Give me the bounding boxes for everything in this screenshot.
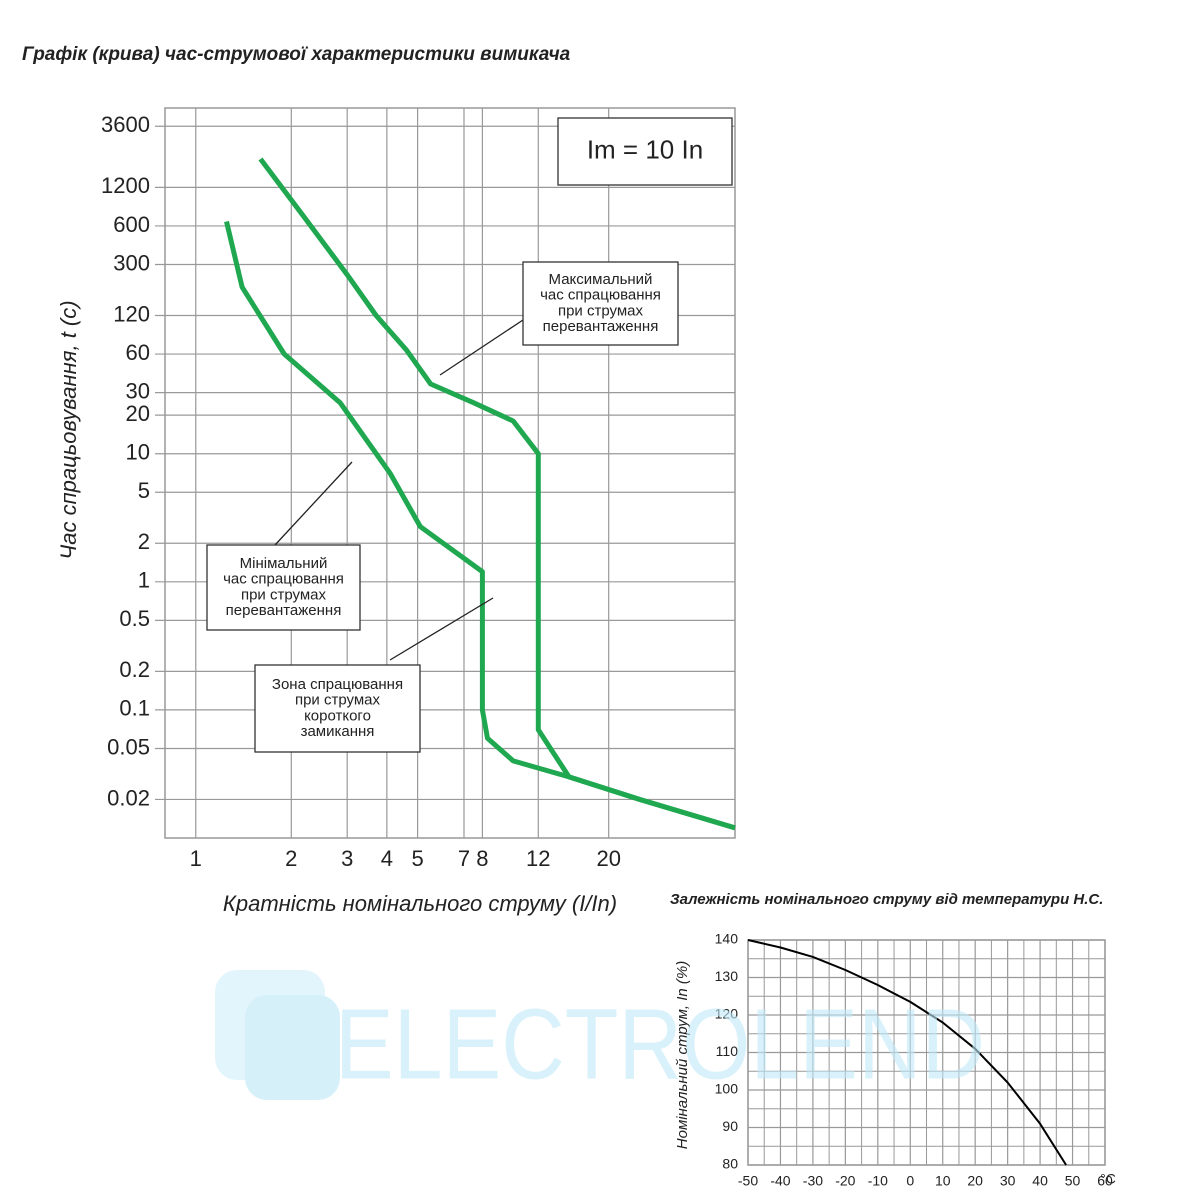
y-tick-label: 300 [113,250,150,275]
leader-line [274,461,353,546]
x-tick-label: -10 [868,1173,888,1189]
y-tick-label: 120 [715,1006,739,1022]
y-tick-label: 130 [715,968,739,984]
annotation-text: при струмах [241,586,327,603]
y-tick-label: 100 [715,1081,739,1097]
annotation-text: Мінімальний [240,555,328,572]
y-tick-label: 110 [716,1043,739,1059]
x-tick-label: -40 [770,1173,790,1189]
annotation-text: перевантаження [543,318,659,335]
y-tick-label: 30 [126,378,150,403]
y-tick-label: 1200 [101,173,150,198]
x-tick-label: -20 [835,1173,855,1189]
y-tick-label: 0.05 [107,734,150,759]
x-tick-label: 5 [411,846,423,871]
x-tick-label: 3 [341,846,353,871]
chart: 36001200600300120603020105210.50.20.10.0… [22,44,736,916]
annotation-text: Зона спрацювання [272,676,403,693]
annotation-box [557,117,733,186]
y-tick-label: 5 [138,478,150,503]
x-tick-label: 12 [526,846,550,871]
annotation-text: замикання [301,723,375,740]
x-tick-label: 10 [935,1173,951,1189]
y-tick-label: 0.2 [119,657,150,682]
x-tick-label: 4 [381,846,393,871]
annotation-text: перевантаження [226,602,342,619]
annotation-text: Максимальний [549,271,653,288]
annotation-box [206,544,361,631]
y-tick-label: 60 [126,340,150,365]
logo [215,970,340,1100]
y-tick-label: 600 [113,212,150,237]
plot-area [164,107,736,839]
y-tick-label: 3600 [101,112,150,137]
x-tick-label: 0 [906,1173,914,1189]
x-tick-label: 20 [967,1173,983,1189]
x-tick-label: 7 [458,846,470,871]
y-tick-label: 140 [715,931,739,947]
y-tick-label: 20 [126,401,150,426]
chart-title: Залежність номінального струму від темпе… [670,891,1103,908]
x-tick-label: 1 [190,846,202,871]
annotation-text: при струмах [558,302,644,319]
x-tick-label: 20 [596,846,620,871]
x-tick-label: 50 [1065,1173,1081,1189]
y-tick-label: 10 [126,440,150,465]
x-tick-label: 30 [1000,1173,1016,1189]
y-axis-label: Час спрацьовування, t (c) [56,300,81,559]
series-line [747,939,1067,1166]
y-tick-label: 1 [138,568,150,593]
y-tick-label: 2 [138,529,150,554]
annotation-text: час спрацювання [223,571,344,588]
y-tick-label: 120 [113,301,150,326]
x-tick-label: -30 [803,1173,823,1189]
chart-title: Графік (крива) час-струмової характерист… [22,44,571,65]
y-tick-label: 0.1 [119,696,150,721]
annotation-box [254,664,421,753]
y-tick-label: 0.02 [107,785,150,810]
annotation-text: Im = 10 In [587,134,703,164]
y-axis-label: Номінальний струм, In (%) [674,961,691,1149]
annotation-text: короткого [304,707,371,724]
x-tick-label: 8 [476,846,488,871]
x-tick-label: 40 [1032,1173,1048,1189]
x-tick-label: 2 [285,846,297,871]
x-tick-label: 60 [1097,1173,1113,1189]
series-line [224,220,736,831]
annotation-text: час спрацювання [540,287,661,304]
x-tick-label: -50 [738,1173,758,1189]
leader-line [439,319,524,376]
y-tick-label: 90 [722,1118,738,1134]
watermark: ELECTROLEND [335,988,985,1100]
x-unit: °C [1100,1171,1116,1187]
y-tick-label: 0.5 [119,606,150,631]
chart: 80 90 100 110 120 130 140 -50 -40 -30 -20 -10 0 10 20 3… [670,891,1116,1189]
leader-line [389,597,494,661]
annotation-text: при струмах [295,692,381,709]
x-axis-label: Кратність номінального струму (I/In) [223,891,617,916]
y-tick-label: 80 [722,1156,738,1172]
annotation-box [522,261,679,346]
